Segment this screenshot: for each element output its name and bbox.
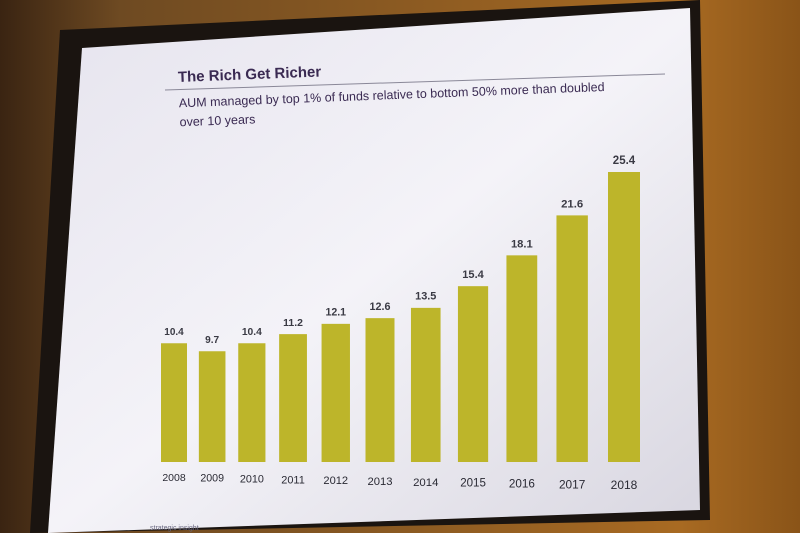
chart-title: The Rich Get Richer [178,63,322,85]
x-tick-label: 2014 [413,477,438,489]
bar [365,318,395,462]
value-label: 11.2 [283,318,303,329]
value-label: 12.6 [370,301,391,313]
bar [198,351,226,462]
value-label: 15.4 [462,269,484,281]
value-label: 9.7 [205,335,219,346]
bar [506,255,538,462]
title-rule [164,73,666,91]
x-tick-label: 2009 [200,473,224,485]
x-tick-label: 2010 [240,473,264,485]
bar [556,215,588,462]
footer-logo: strategic insight [150,525,199,532]
x-tick-label: 2015 [460,478,486,490]
x-tick-label: 2017 [559,477,585,491]
bar [457,286,489,462]
bar [608,172,640,462]
x-tick-label: 2012 [323,475,348,487]
value-label: 13.5 [415,291,436,303]
value-label: 21.6 [561,198,583,210]
bar [321,323,350,462]
x-tick-label: 2008 [162,472,186,484]
bar [279,334,307,462]
x-tick-label: 2011 [281,474,305,486]
value-label: 12.1 [325,307,346,319]
x-tick-label: 2016 [509,477,535,490]
bar [238,343,266,462]
subtitle: over 10 years [179,112,255,129]
x-tick-label: 2018 [611,478,638,492]
bar [410,307,441,462]
value-label: 25.4 [613,155,636,167]
value-label: 10.4 [164,327,184,338]
value-label: 10.4 [242,327,262,338]
plot: 10.4 2008 9.7 2009 10.4 2010 11.2 2011 12.1 2012 1… [161,155,640,492]
value-label: 18.1 [511,238,533,250]
bar [161,343,187,462]
x-tick-label: 2013 [367,476,392,488]
